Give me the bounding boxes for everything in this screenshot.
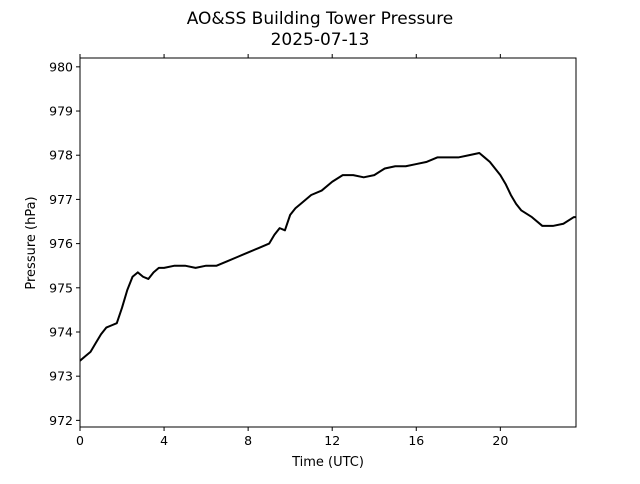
- pressure-series-line: [80, 152, 576, 362]
- y-tick-label: 978: [49, 148, 73, 163]
- chart-title: AO&SS Building Tower Pressure: [187, 9, 454, 29]
- plot-frame: [79, 57, 577, 428]
- y-tick-label: 972: [49, 413, 73, 428]
- y-tick-label: 975: [49, 280, 73, 295]
- y-tick-label: 973: [49, 369, 73, 384]
- y-tick-label: 974: [49, 324, 73, 339]
- y-tick-label: 977: [49, 192, 73, 207]
- x-axis-label: Time (UTC): [291, 455, 364, 470]
- x-tick-label: 8: [244, 433, 252, 448]
- y-tick-label: 980: [49, 59, 73, 74]
- x-tick-label: 0: [76, 433, 84, 448]
- x-tick-label: 20: [492, 433, 508, 448]
- y-tick-label: 976: [49, 236, 73, 251]
- plot-area: 0 4 8 12 16 20 972 973 974 975 976 977 978 979 980: [49, 54, 577, 448]
- chart-subtitle: 2025-07-13: [271, 30, 370, 50]
- x-tick-label: 4: [160, 433, 168, 448]
- x-tick-label: 16: [408, 433, 424, 448]
- x-tick-label: 12: [324, 433, 340, 448]
- y-axis-label: Pressure (hPa): [24, 196, 39, 289]
- y-tick-label: 979: [49, 104, 73, 119]
